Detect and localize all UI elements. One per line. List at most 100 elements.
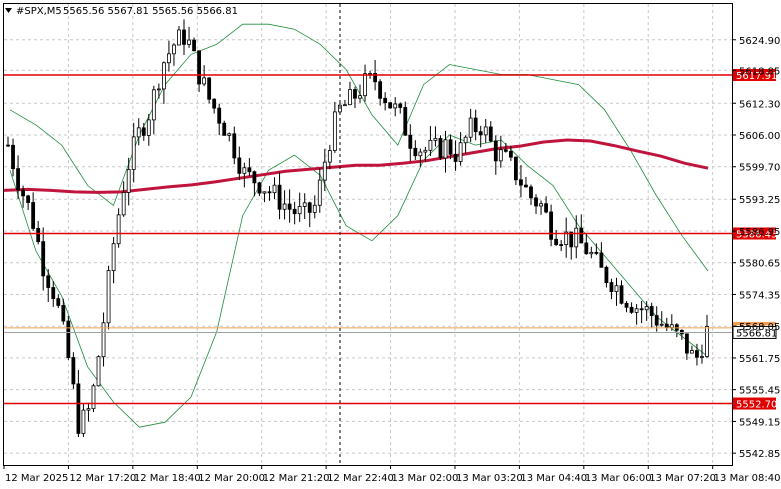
candle-body	[654, 315, 659, 326]
candle-body	[297, 206, 302, 215]
candle-body	[498, 149, 503, 162]
candle-body	[463, 136, 468, 144]
candle-body	[594, 251, 599, 254]
candle-body	[468, 117, 473, 138]
candle-body	[659, 323, 664, 326]
level-label: 5586.45	[736, 229, 777, 240]
candle-body	[76, 383, 81, 434]
level-tag	[733, 397, 776, 410]
candle-body	[317, 179, 322, 206]
x-tick-label: 13 Mar 02:00	[392, 473, 459, 484]
candle-body	[277, 184, 282, 210]
y-tick-label: 5561.75	[739, 354, 780, 365]
candle-body	[51, 287, 56, 300]
x-tick-label: 12 Mar 21:20	[263, 473, 330, 484]
candle-body	[282, 203, 287, 210]
candle-body	[564, 231, 569, 245]
candle-body	[413, 147, 418, 157]
candle-body	[36, 228, 41, 243]
candle-body	[136, 127, 141, 138]
candle-body	[126, 169, 131, 193]
candle-body	[569, 231, 574, 248]
candle-body	[16, 168, 20, 191]
candle-body	[604, 266, 609, 283]
candle-body	[383, 97, 388, 104]
candle-body	[262, 191, 267, 194]
candle-body	[403, 107, 408, 136]
candle-body	[56, 298, 61, 306]
candle-body	[96, 356, 101, 387]
candle-body	[599, 252, 604, 268]
candle-body	[332, 111, 337, 151]
moving-average-line	[3, 138, 709, 194]
candle-body	[172, 44, 176, 55]
y-tick-label: 5593.25	[739, 195, 780, 206]
candle-body	[669, 324, 674, 328]
triangle-down-icon	[5, 8, 12, 13]
candle-body	[483, 126, 488, 136]
candle-body	[202, 77, 207, 85]
moving-average	[3, 138, 709, 194]
y-tick-label: 5586.95	[739, 227, 780, 238]
candle-body	[554, 238, 559, 245]
y-tick-label: 5555.45	[739, 386, 780, 397]
candle-body	[61, 305, 66, 322]
candle-body	[101, 322, 106, 358]
candle-body	[549, 211, 554, 240]
candle-body	[534, 197, 538, 207]
candle-body	[393, 103, 398, 109]
y-tick-label: 5618.85	[739, 66, 780, 77]
current-price-tag	[732, 325, 777, 339]
level-label: 5552.70	[736, 400, 777, 411]
candle-body	[514, 156, 518, 181]
candle-body	[544, 203, 548, 213]
y-tick-label: 5568.05	[739, 322, 780, 333]
candle-body	[187, 39, 191, 45]
candle-body	[690, 350, 694, 354]
symbol-label: #SPX,M5	[16, 6, 62, 17]
candle-body	[478, 131, 483, 136]
candles	[6, 19, 709, 438]
candle-body	[388, 102, 393, 109]
candle-body	[373, 73, 378, 83]
candle-body	[609, 282, 614, 293]
ohlc-readout: 5565.56 5567.81 5565.56 5566.81	[63, 6, 238, 17]
candle-body	[167, 53, 171, 64]
candle-body	[322, 161, 327, 181]
candle-body	[307, 202, 312, 213]
x-tick-label: 12 Mar 22:40	[327, 473, 394, 484]
x-tick-label: 13 Mar 03:20	[456, 473, 523, 484]
candle-body	[579, 227, 584, 244]
x-tick-label: 12 Mar 18:40	[134, 473, 201, 484]
x-tick-label: 12 Mar 20:00	[198, 473, 265, 484]
candle-body	[524, 184, 528, 188]
y-tick-label: 5574.35	[739, 290, 780, 301]
candle-body	[207, 77, 212, 100]
candle-body	[473, 117, 478, 133]
candle-body	[408, 134, 413, 149]
candle-body	[664, 323, 669, 328]
candle-body	[232, 133, 237, 159]
candle-body	[614, 285, 619, 293]
candle-body	[539, 203, 543, 207]
candle-body	[111, 243, 116, 272]
candle-body	[508, 150, 513, 158]
candle-body	[348, 89, 352, 106]
y-tick-label: 5542.85	[739, 449, 780, 460]
candle-body	[86, 408, 91, 411]
candle-body	[222, 122, 227, 136]
candle-body	[428, 139, 433, 151]
candle-body	[358, 95, 362, 99]
candle-body	[131, 136, 136, 170]
candle-body	[438, 138, 443, 159]
candle-body	[41, 241, 46, 277]
candle-body	[700, 356, 704, 358]
candle-body	[584, 242, 589, 255]
candle-body	[302, 202, 307, 207]
candle-body	[327, 150, 332, 163]
candle-body	[488, 126, 493, 142]
candle-body	[91, 385, 96, 410]
